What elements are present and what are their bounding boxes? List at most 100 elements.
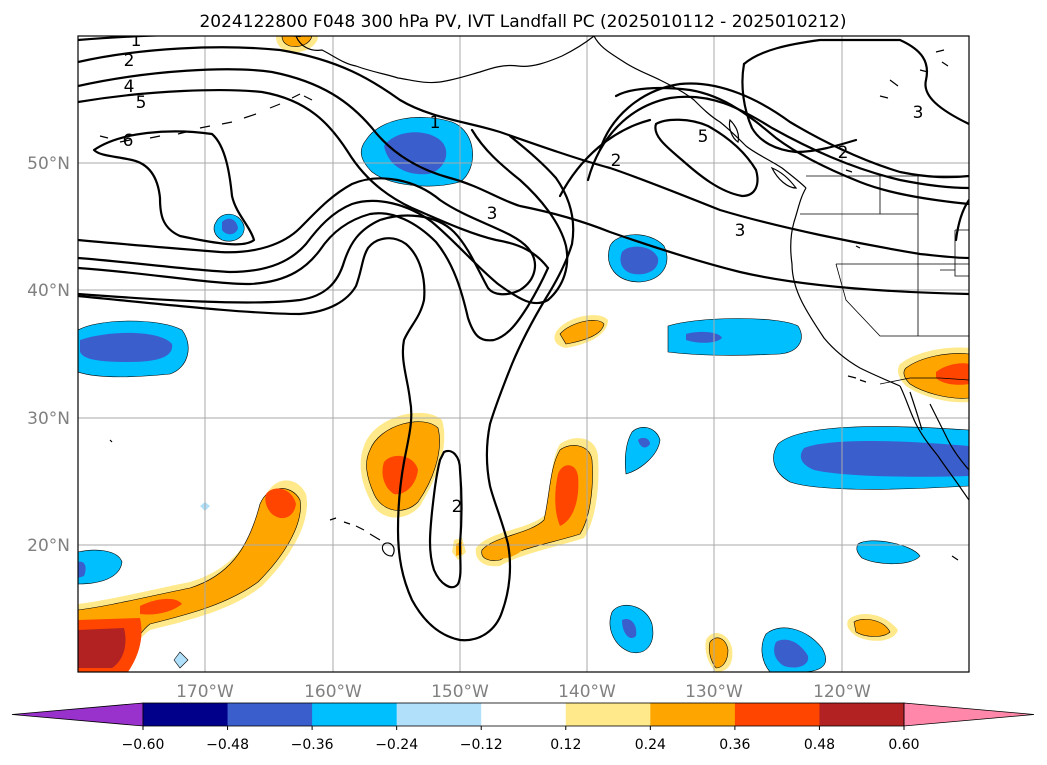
negative-anomaly-12n (761, 627, 826, 672)
contour-line-east-2 (598, 82, 969, 179)
contour-label: 5 (698, 127, 709, 147)
figure-title: 2024122800 F048 300 hPa PV, IVT Landfall… (199, 12, 846, 32)
colorbar-segment (819, 703, 905, 726)
contour-line-2 (78, 46, 969, 260)
lon-label-160w: 160°W (304, 682, 362, 702)
colorbar-tick-label: −0.36 (291, 737, 334, 753)
contour-line-northeast-2 (741, 62, 858, 154)
positive-anomaly-west-southwest (78, 480, 307, 672)
canada-coast (593, 36, 807, 189)
negative-anomaly-aleutian-small (213, 213, 245, 242)
lon-label-150w: 150°W (431, 682, 489, 702)
contour-line-1 (78, 36, 302, 42)
latitude-labels: 50°N 40°N 30°N 20°N (27, 154, 70, 556)
contour-line-outer-south (78, 134, 575, 642)
baja-coast (899, 385, 969, 501)
negative-anomaly-19n-east (856, 540, 921, 565)
colorbar-segment (734, 703, 820, 726)
negative-anomaly-tiny-1 (173, 651, 189, 669)
lat-label-20n: 20°N (27, 536, 70, 556)
hawaii-islands (329, 517, 395, 557)
negative-anomaly-west-35n (78, 320, 189, 378)
contour-label: 3 (487, 204, 498, 224)
lon-label-120w: 120°W (813, 682, 871, 702)
contour-line-3-west (78, 177, 537, 304)
contour-line-east-lower-2 (558, 118, 652, 198)
lon-label-130w: 130°W (685, 682, 743, 702)
gulf-california (909, 391, 923, 431)
contour-label: 6 (123, 131, 134, 151)
contour-line-main-south (78, 212, 550, 342)
contour-line-4 (78, 68, 969, 296)
contour-label: 1 (131, 31, 142, 51)
contour-line-6 (92, 130, 256, 246)
negative-anomaly-27n-east (773, 426, 969, 490)
us-west-coast (790, 187, 901, 387)
colorbar-segment (650, 703, 736, 726)
colorbar-extend-max (903, 702, 1035, 727)
lon-label-170w: 170°W (176, 682, 234, 702)
contour-label: 3 (913, 103, 924, 123)
longitude-labels: 170°W 160°W 150°W 140°W 130°W 120°W (176, 682, 871, 702)
colorbar-segment (565, 703, 651, 726)
contour-label: 4 (124, 77, 135, 97)
small-islands-east (109, 49, 959, 561)
contour-line-2-south-inner (428, 449, 463, 589)
state-borders (800, 176, 969, 337)
colorbar-tick-label: −0.24 (375, 737, 418, 753)
colorbar-tick-label: −0.48 (206, 737, 249, 753)
contour-label: 1 (430, 113, 441, 133)
contour-label: 3 (735, 221, 746, 241)
negative-anomaly-36n (667, 318, 802, 356)
contour-line-2-mid (78, 128, 569, 305)
lon-label-140w: 140°W (558, 682, 616, 702)
contour-line-5-west (78, 89, 550, 270)
alaska-coast (295, 36, 595, 84)
colorbar-ticks: −0.60 −0.48 −0.36 −0.24 −0.12 0.12 0.24 0.36 0.4… (122, 726, 920, 753)
negative-anomaly-19n-west (78, 549, 123, 585)
colorbar-segment (481, 703, 567, 726)
colorbar-tick-label: 0.24 (635, 737, 666, 753)
contour-label: 2 (124, 51, 135, 71)
map-frame (77, 35, 970, 673)
colorbar: −0.60 −0.48 −0.36 −0.24 −0.12 0.12 0.24 0.36 0.4… (11, 702, 1035, 753)
negative-anomaly-28n-small (624, 427, 661, 475)
contour-line-east-right (954, 198, 969, 242)
colorbar-segment (143, 703, 229, 726)
coastlines (99, 36, 969, 561)
ivt-shading-layer (78, 36, 969, 672)
contour-label: 2 (838, 143, 849, 163)
contour-line-northeast (742, 38, 969, 126)
positive-anomaly-38n (554, 315, 608, 348)
queen-charlotte-islands (728, 118, 740, 143)
contour-label: 2 (611, 151, 622, 171)
negative-anomaly-north-pacific (360, 117, 473, 187)
colorbar-tick-label: 0.48 (804, 737, 835, 753)
aleutian-islands (99, 93, 313, 143)
positive-anomaly-top (276, 36, 318, 53)
lat-label-50n: 50°N (27, 154, 70, 174)
contour-label: 2 (452, 497, 463, 517)
colorbar-tick-label: −0.12 (460, 737, 503, 753)
contour-line-east-5 (654, 118, 759, 198)
colorbar-tick-label: 0.36 (719, 737, 750, 753)
colorbar-tick-label: 0.12 (550, 737, 581, 753)
lat-label-30n: 30°N (27, 409, 70, 429)
vancouver-island (770, 166, 798, 189)
colorbar-tick-label: −0.60 (122, 737, 165, 753)
negative-anomaly-13n (609, 604, 654, 654)
positive-anomaly-13n-east (847, 614, 898, 641)
colorbar-extend-min (11, 702, 144, 727)
contour-line-east-3 (586, 95, 969, 190)
colorbar-segment (396, 703, 482, 726)
colorbar-tick-label: 0.60 (888, 737, 919, 753)
contour-labels: 1 2 4 5 6 1 3 2 5 3 2 3 2 (123, 31, 924, 517)
contour-line-east-lower (614, 86, 969, 206)
colorbar-segment (312, 703, 398, 726)
colorbar-segment (227, 703, 313, 726)
contour-label: 5 (136, 93, 147, 113)
colorbar-outline (142, 702, 905, 727)
us-mexico-border (879, 377, 969, 385)
lat-label-40n: 40°N (27, 281, 70, 301)
